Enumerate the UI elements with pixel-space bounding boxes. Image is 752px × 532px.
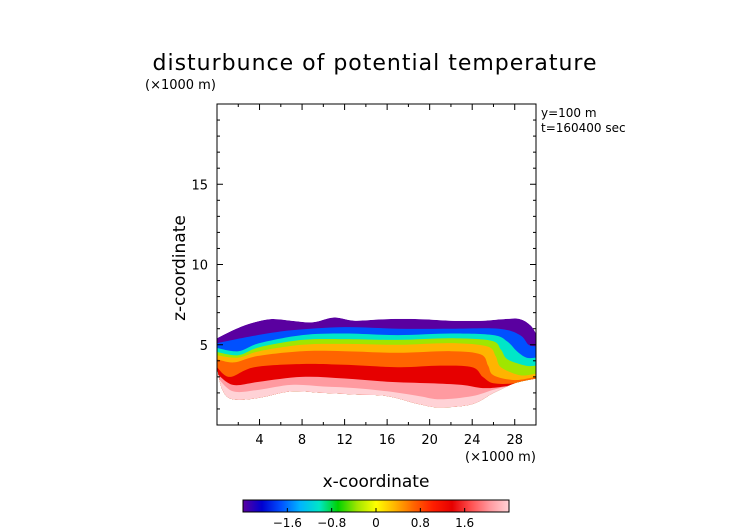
- colorbar-tick-label: 1.6: [455, 516, 474, 530]
- y-tick-label: 15: [191, 178, 208, 193]
- colorbar-ticks: −1.6 −0.8 0 0.8 1.6: [273, 508, 474, 530]
- y-tick-label: 5: [200, 339, 208, 354]
- colorbar-tick-label: 0.8: [411, 516, 430, 530]
- chart-title: disturbunce of potential temperature: [153, 51, 598, 76]
- temperature-field: [217, 317, 536, 408]
- colorbar-tick-label: −0.8: [317, 516, 346, 530]
- x-tick-label: 12: [336, 433, 353, 448]
- y-unit-label: (×1000 m): [145, 78, 216, 93]
- x-tick-label: 28: [506, 433, 523, 448]
- annotation-y-position: y=100 m: [541, 106, 597, 120]
- x-tick-label: 8: [298, 433, 306, 448]
- colorbar: −1.6 −0.8 0 0.8 1.6: [242, 499, 510, 530]
- x-tick-label: 16: [379, 433, 396, 448]
- annotation-time: t=160400 sec: [541, 121, 626, 135]
- colorbar-tick-label: −1.6: [273, 516, 302, 530]
- axis-ticks: 4 8 12 16 20 24 28 5 10 15: [191, 104, 536, 448]
- x-axis-label: x-coordinate: [323, 472, 430, 492]
- y-tick-label: 10: [191, 259, 208, 274]
- x-tick-label: 20: [421, 433, 438, 448]
- y-axis-label: z-coordinate: [170, 215, 190, 321]
- x-tick-label: 24: [464, 433, 481, 448]
- colorbar-tick-label: 0: [372, 516, 380, 530]
- x-tick-label: 4: [255, 433, 263, 448]
- field-body: [217, 317, 536, 408]
- x-unit-label: (×1000 m): [465, 450, 536, 465]
